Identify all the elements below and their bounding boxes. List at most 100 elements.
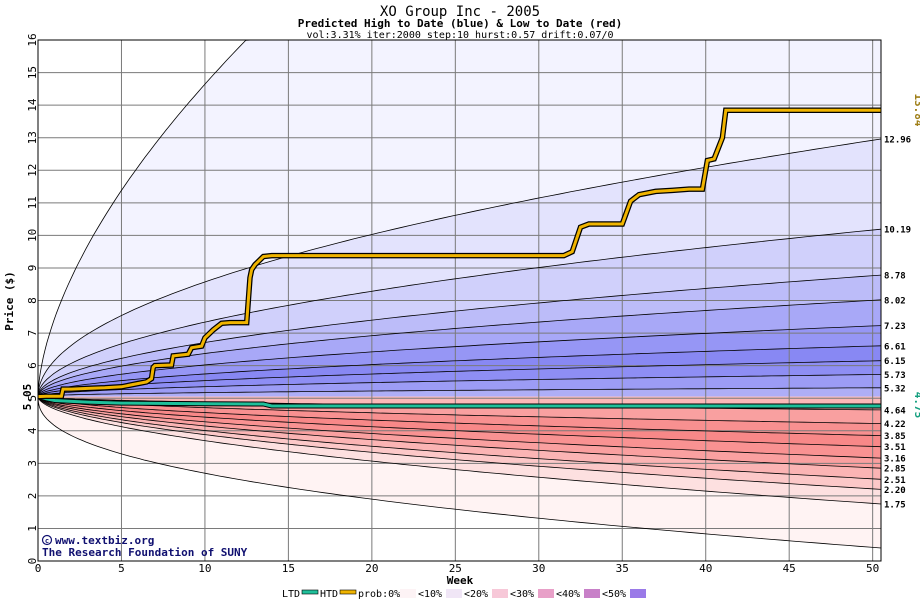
upper-quantile-label: 8.02 — [884, 296, 906, 306]
quantile-line-13 — [37, 396, 882, 448]
y-tick-label: 4 — [26, 427, 39, 434]
lower-quantile-label: 4.22 — [884, 420, 906, 430]
quantile-lines — [37, 39, 882, 549]
upper-band-2 — [38, 229, 881, 397]
lower-band-4 — [38, 396, 881, 459]
lower-band-8 — [38, 396, 881, 504]
legend-swatch-0 — [400, 589, 416, 598]
x-tick-label: 35 — [616, 562, 629, 575]
quantile-line-5 — [37, 325, 882, 397]
x-tick-label: 45 — [783, 562, 796, 575]
ltd-line — [37, 395, 881, 408]
quantile-line-2 — [37, 228, 882, 397]
y-tick-label: 3 — [26, 460, 39, 467]
upper-quantile-label: 5.73 — [884, 371, 906, 381]
x-tick-label: 40 — [699, 562, 712, 575]
y-tick-label: 8 — [26, 297, 39, 304]
lower-quantile-label: 2.20 — [884, 486, 906, 496]
legend-swatch-5 — [630, 589, 646, 598]
legend-bin-2: <20% — [464, 589, 488, 600]
upper-band-7 — [38, 360, 881, 397]
quantile-line-19 — [37, 396, 882, 549]
upper-band-8 — [38, 374, 881, 397]
legend-ltd-swatch — [301, 589, 319, 595]
quantile-line-6 — [37, 345, 882, 397]
legend: LTD HTD prob:0% <10% <20% <30% <40% <50% — [282, 589, 646, 600]
lower-band-2 — [38, 396, 881, 436]
chart-title: XO Group Inc - 2005 — [380, 4, 540, 20]
quantile-line-12 — [37, 396, 882, 436]
lower-band-3 — [38, 396, 881, 447]
legend-swatch-2 — [492, 589, 508, 598]
y-tick-label: 15 — [26, 66, 39, 79]
x-tick-label: 0 — [35, 562, 42, 575]
chart-params: vol:3.31% iter:2000 step:10 hurst:0.57 d… — [306, 30, 613, 41]
plot-frame — [37, 39, 882, 562]
lower-quantile-label: 2.51 — [884, 476, 906, 486]
quantile-line-8 — [37, 374, 882, 397]
x-tick-label: 5 — [118, 562, 125, 575]
copyright-icon — [41, 534, 53, 546]
lower-band-6 — [38, 396, 881, 480]
y-tick-label: 0 — [26, 558, 39, 565]
y-tick-label: 1 — [26, 525, 39, 532]
quantile-labels: 12.96 10.19 8.78 8.02 7.23 6.61 6.15 5.73 5.32 4.… — [884, 136, 911, 511]
htd-final-label: 13.84 — [912, 93, 920, 126]
lower-band-7 — [38, 396, 881, 490]
y-tick-label: 12 — [26, 164, 39, 177]
y-tick-label: 10 — [26, 229, 39, 242]
y-tick-label: 9 — [26, 265, 39, 272]
y-tick-label: 5 — [26, 395, 39, 402]
upper-quantile-label: 5.32 — [884, 384, 906, 394]
x-tick-label: 20 — [365, 562, 378, 575]
legend-htd-label: HTD — [320, 589, 338, 600]
quantile-line-1 — [37, 138, 882, 397]
quantile-line-15 — [37, 396, 882, 469]
y-tick-label: 11 — [26, 196, 39, 209]
lower-quantile-label: 3.16 — [884, 455, 906, 465]
x-tick-label: 10 — [198, 562, 211, 575]
legend-bin-1: <10% — [418, 589, 442, 600]
legend-swatch-1 — [446, 589, 462, 598]
htd-line — [37, 108, 881, 399]
quantile-line-4 — [37, 299, 882, 397]
lower-quantile-label: 3.85 — [884, 432, 906, 442]
legend-bin-3: <30% — [510, 589, 534, 600]
y-tick-label: 13 — [26, 131, 39, 144]
upper-quantile-label: 6.61 — [884, 342, 906, 352]
lower-quantile-label: 2.85 — [884, 465, 906, 475]
x-tick-label: 25 — [449, 562, 462, 575]
y-tick-label: 16 — [26, 33, 39, 46]
lower-band-9 — [38, 396, 881, 548]
start-price-label: 5.05 — [21, 384, 34, 411]
lower-quantile-label: 1.75 — [884, 501, 906, 511]
quantile-line-9 — [37, 387, 881, 397]
upper-quantile-label: 8.78 — [884, 272, 906, 282]
upper-band-9 — [38, 387, 881, 397]
high-low-series — [37, 107, 881, 409]
legend-ltd-label: LTD — [282, 589, 300, 600]
quantile-line-17 — [37, 396, 882, 490]
quantile-line-16 — [37, 396, 882, 480]
upper-quantile-label: 10.19 — [884, 226, 911, 236]
copyright-icon-c: c — [45, 537, 49, 545]
y-axis-label: Price ($) — [3, 271, 16, 331]
legend-swatch-3 — [538, 589, 554, 598]
credit-website: www.textbiz.org — [55, 534, 154, 547]
quantile-line-3 — [37, 274, 882, 397]
ltd-final-label: 4.75 — [912, 392, 920, 419]
legend-bin-5: <50% — [602, 589, 626, 600]
legend-swatch-4 — [584, 589, 600, 598]
lower-quantile-label: 3.51 — [884, 443, 906, 453]
y-tick-label: 14 — [26, 98, 39, 112]
lower-band-5 — [38, 396, 881, 469]
y-tick-label: 6 — [26, 362, 39, 369]
x-tick-label: 30 — [532, 562, 545, 575]
upper-quantile-label: 12.96 — [884, 136, 911, 146]
lower-quantile-label: 4.64 — [884, 406, 906, 416]
x-tick-label: 50 — [866, 562, 879, 575]
upper-band-0 — [38, 40, 881, 397]
y-tick-label: 2 — [26, 493, 39, 500]
